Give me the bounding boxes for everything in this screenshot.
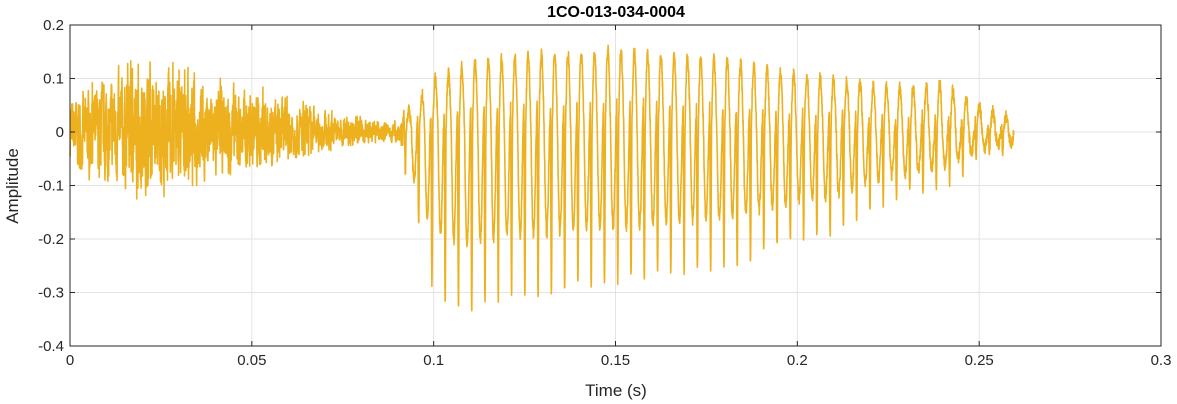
- y-tick-label: 0.2: [43, 17, 64, 34]
- y-tick-label: 0.1: [43, 71, 64, 88]
- chart-title: 1CO-013-034-0004: [547, 4, 685, 21]
- tick-layer: 0 0.05 0.1 0.15 0.2 0.25 0.3 -0.4 -0.3 -0.2 -0.1 0 0…: [38, 17, 1171, 369]
- x-tick-label: 0.2: [787, 352, 808, 369]
- x-tick-label: 0.3: [1151, 352, 1172, 369]
- x-axis-label: Time (s): [585, 381, 647, 400]
- x-tick-label: 0.05: [237, 352, 266, 369]
- grid-layer: [69, 24, 1162, 347]
- x-tick-label: 0.1: [423, 352, 444, 369]
- x-tick-label: 0.15: [601, 352, 630, 369]
- y-tick-label: -0.3: [38, 285, 64, 302]
- x-tick-label: 0: [66, 352, 74, 369]
- y-tick-label: 0: [56, 124, 64, 141]
- y-axis-label: Amplitude: [3, 148, 22, 224]
- signal-layer: [69, 44, 1015, 312]
- y-tick-label: -0.1: [38, 178, 64, 195]
- y-tick-label: -0.4: [38, 338, 64, 355]
- x-tick-label: 0.25: [965, 352, 994, 369]
- y-tick-label: -0.2: [38, 231, 64, 248]
- waveform-line: [69, 44, 1015, 312]
